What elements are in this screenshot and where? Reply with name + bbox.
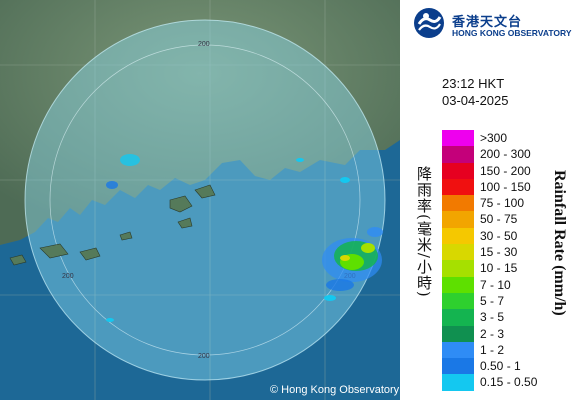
rain-echoes xyxy=(106,154,383,322)
legend-swatch xyxy=(442,130,474,147)
legend-label: 5 - 7 xyxy=(480,293,505,308)
hko-logo[interactable]: 香港天文台 HONG KONG OBSERVATORY xyxy=(412,6,572,40)
legend-label: 150 - 200 xyxy=(480,163,531,178)
legend-label: >300 xyxy=(480,131,508,145)
legend-swatch xyxy=(442,227,474,245)
hko-emblem-icon xyxy=(414,8,444,38)
radar-map-graphic: 200 200 200 200 xyxy=(0,0,400,400)
timestamp-date: 03-04-2025 xyxy=(442,93,509,108)
legend-label: 30 - 50 xyxy=(480,228,518,243)
legend-swatch xyxy=(442,358,474,375)
legend-label: 200 - 300 xyxy=(480,147,531,162)
map-copyright: © Hong Kong Observatory xyxy=(270,384,400,396)
legend-title-zh: 降雨率(毫米/小時) xyxy=(415,166,433,298)
legend-swatch xyxy=(442,325,474,342)
legend-label: 50 - 75 xyxy=(480,212,518,227)
grid-lines xyxy=(0,0,400,400)
legend-label: 100 - 150 xyxy=(480,179,531,194)
legend-swatch xyxy=(442,178,474,196)
legend-label: 0.50 - 1 xyxy=(480,359,521,374)
legend-label: 15 - 30 xyxy=(480,245,518,260)
timestamp-time: 23:12 HKT xyxy=(442,76,505,91)
radar-map[interactable]: 200 200 200 200 xyxy=(0,0,400,400)
legend-label: 7 - 10 xyxy=(480,277,511,292)
islands xyxy=(9,184,216,266)
legend-swatch xyxy=(442,276,474,293)
legend-swatch xyxy=(442,244,474,261)
radar-coverage-circle xyxy=(25,20,385,380)
legend-swatch xyxy=(442,292,474,310)
legend-panel: 香港天文台 HONG KONG OBSERVATORY 23:12 HKT 03… xyxy=(400,0,577,400)
land-area xyxy=(0,0,400,245)
legend-label: 2 - 3 xyxy=(480,326,505,341)
legend-swatch xyxy=(442,309,474,326)
legend-swatch xyxy=(442,260,474,277)
org-name-en: HONG KONG OBSERVATORY xyxy=(452,28,572,38)
radar-range-ring xyxy=(49,44,361,356)
legend-swatch xyxy=(442,374,474,391)
legend-swatch xyxy=(442,162,474,179)
range-label-top: 200 xyxy=(198,41,210,48)
legend-swatch xyxy=(442,341,474,359)
legend-swatch xyxy=(442,211,474,228)
range-label-bottom: 200 xyxy=(198,353,210,360)
legend-label: 0.15 - 0.50 xyxy=(480,375,538,390)
legend-label: 1 - 2 xyxy=(480,342,505,357)
radar-range-ring-outer xyxy=(24,19,386,381)
legend-swatch xyxy=(442,146,474,163)
range-label-left: 200 xyxy=(62,273,74,280)
org-name-zh: 香港天文台 xyxy=(452,15,523,30)
legend-label: 3 - 5 xyxy=(480,310,505,325)
legend-swatch xyxy=(442,195,474,212)
legend-label: 10 - 15 xyxy=(480,261,518,276)
legend-label: 75 - 100 xyxy=(480,196,525,211)
legend-title-en: Rainfall Rate (mm/h) xyxy=(551,170,568,316)
